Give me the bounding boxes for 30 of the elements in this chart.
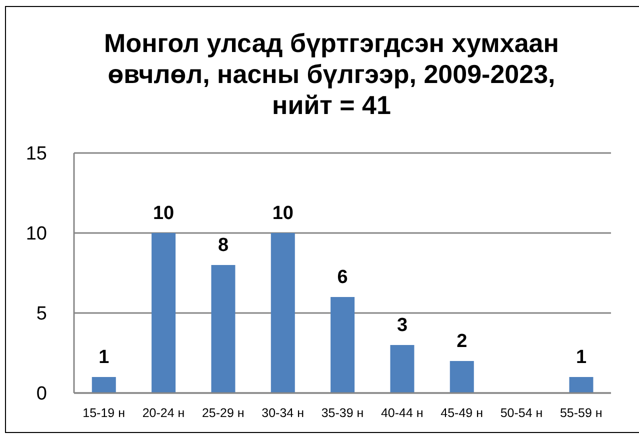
chart-title: Монгол улсад бүртгэгдсэн хумхаан өвчлөл, насны бүлгээр, 2009-2023, нийт = 41: [103, 28, 560, 121]
bar: [152, 233, 176, 393]
x-tick-label: 55-59 н: [560, 406, 602, 420]
bar: [390, 345, 414, 393]
y-tick-label: 0: [36, 384, 47, 405]
x-tick-label: 15-19 н: [82, 406, 126, 420]
data-label: 1: [576, 347, 587, 368]
data-label: 3: [396, 315, 408, 336]
bar: [450, 361, 474, 393]
data-label: 8: [218, 235, 229, 256]
x-tick-label: 50-54 н: [500, 406, 543, 420]
bar: [569, 377, 594, 393]
bar: [330, 297, 355, 393]
data-label: 2: [456, 331, 468, 352]
data-label: 6: [337, 267, 348, 288]
bar: [211, 265, 236, 393]
x-tick-label: 45-49 н: [440, 406, 484, 420]
bar: [92, 377, 116, 393]
x-tick-label: 25-29 н: [202, 406, 244, 420]
x-tick-label: 30-34 н: [262, 406, 304, 420]
data-label: 10: [272, 203, 294, 224]
data-label: 1: [98, 347, 110, 368]
x-tick-label: 20-24 н: [142, 406, 185, 420]
x-tick-label: 35-39 н: [321, 406, 364, 420]
bar: [270, 233, 295, 393]
y-tick-label: 15: [26, 144, 47, 165]
data-label: 10: [152, 203, 174, 224]
y-tick-label: 10: [26, 224, 47, 245]
x-tick-label: 40-44 н: [380, 406, 424, 420]
y-tick-label: 5: [36, 304, 47, 325]
